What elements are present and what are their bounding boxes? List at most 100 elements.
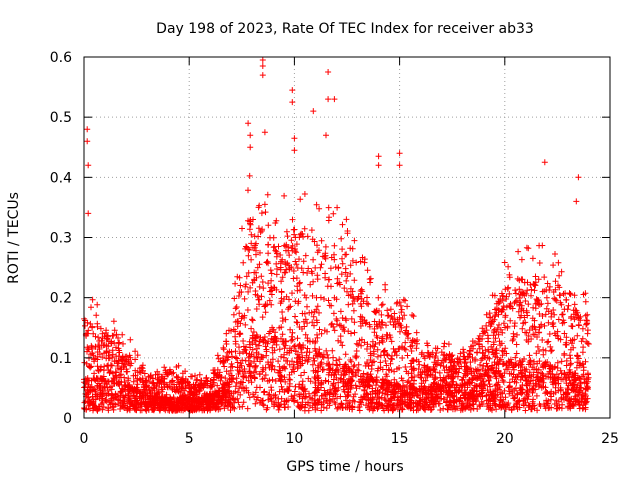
data-point (396, 321, 403, 327)
data-point (541, 274, 548, 281)
data-point (351, 277, 358, 284)
data-point (138, 401, 144, 408)
data-point (516, 404, 523, 411)
data-point (536, 348, 543, 354)
data-point (151, 400, 158, 407)
data-point (497, 326, 504, 333)
data-point (550, 381, 557, 388)
data-point (574, 309, 581, 316)
data-point (285, 306, 292, 313)
data-point (582, 393, 589, 399)
data-point (302, 388, 309, 395)
data-point (505, 384, 512, 391)
data-point (528, 292, 534, 299)
data-point (378, 302, 385, 309)
data-point (492, 335, 499, 342)
data-point (261, 388, 268, 395)
data-point (105, 378, 112, 385)
data-point (569, 323, 576, 330)
data-point (270, 244, 277, 251)
data-point (511, 320, 518, 327)
data-point (512, 298, 519, 305)
data-point (480, 330, 487, 337)
data-point (189, 395, 196, 402)
data-point (582, 398, 589, 405)
data-point (301, 407, 308, 414)
data-point (573, 364, 580, 371)
data-point (476, 402, 483, 408)
data-point (424, 363, 431, 370)
data-point (161, 394, 168, 401)
data-point (580, 344, 587, 351)
data-point (387, 389, 394, 396)
data-point (422, 377, 429, 384)
data-point (335, 404, 342, 411)
data-point (558, 396, 565, 402)
data-point (338, 271, 345, 278)
data-point (194, 376, 201, 383)
data-point (462, 395, 469, 402)
data-point (574, 332, 581, 339)
data-point (226, 348, 233, 355)
data-point (220, 355, 226, 361)
data-point (95, 342, 102, 349)
data-point (367, 352, 374, 359)
data-point (232, 348, 239, 355)
data-point (154, 368, 161, 375)
data-point (397, 328, 403, 335)
data-point (325, 378, 332, 385)
data-point (545, 338, 552, 345)
data-point (524, 287, 531, 294)
data-point (101, 363, 108, 370)
data-point (330, 323, 337, 330)
data-point (130, 378, 137, 385)
data-point (402, 364, 409, 370)
y-tick-label: 0.2 (50, 291, 72, 307)
data-point (134, 352, 141, 359)
data-point (408, 374, 415, 381)
data-point (582, 298, 589, 305)
data-point (361, 317, 368, 324)
data-point (372, 308, 379, 315)
data-point (260, 402, 267, 409)
data-point (479, 325, 486, 332)
data-point (547, 370, 554, 377)
data-point (233, 355, 240, 362)
data-point (402, 297, 409, 304)
data-point (449, 378, 456, 385)
data-point (490, 351, 497, 358)
data-point (557, 336, 564, 343)
data-point (422, 368, 429, 375)
data-point (245, 187, 251, 194)
data-point (362, 320, 369, 327)
data-point (338, 401, 345, 408)
data-point (383, 335, 390, 342)
data-point (279, 386, 286, 393)
data-point (289, 290, 295, 297)
data-point (344, 404, 351, 411)
data-point (268, 301, 275, 308)
data-point (204, 378, 211, 385)
data-point (374, 367, 381, 374)
data-point (178, 405, 185, 412)
data-point (284, 387, 291, 394)
data-point (149, 379, 156, 386)
data-point (278, 383, 285, 390)
data-point (239, 384, 245, 391)
data-point (266, 297, 273, 304)
data-point (291, 135, 298, 142)
data-point (470, 398, 477, 405)
data-point (265, 391, 272, 398)
data-point (192, 389, 199, 395)
data-point (290, 275, 297, 282)
data-point (398, 306, 405, 313)
data-point (329, 320, 335, 327)
data-point (182, 385, 189, 392)
data-point (526, 369, 533, 376)
data-point (331, 385, 338, 392)
data-point (493, 328, 500, 335)
data-point (210, 376, 217, 383)
data-point (296, 393, 303, 400)
data-point (206, 400, 213, 407)
